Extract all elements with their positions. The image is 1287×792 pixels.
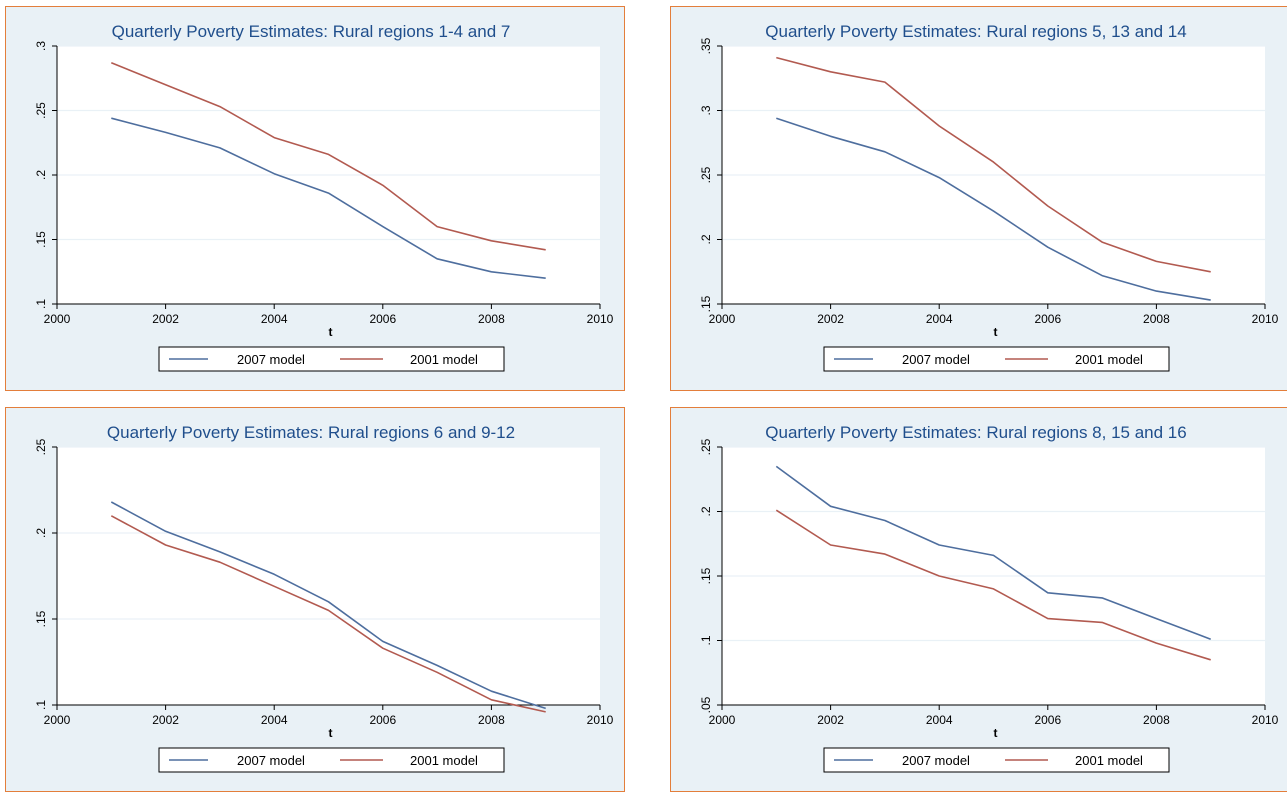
plot-area [57,447,600,705]
x-tick-label: 2000 [709,312,736,326]
x-tick-label: 2010 [1252,312,1279,326]
series-line-2001-model [111,62,546,251]
legend-label: 2007 model [902,753,970,768]
legend: 2007 model 2001 model [158,346,505,372]
x-tick-label: 2002 [817,312,844,326]
line-chart: Quarterly Poverty Estimates: Rural regio… [5,407,625,792]
x-tick-label: 2000 [44,312,71,326]
legend-box [158,747,505,773]
x-tick-label: 2008 [1143,713,1170,727]
legend-label: 2001 model [410,753,478,768]
x-tick-label: 2006 [1034,312,1061,326]
y-tick-label: .15 [34,610,48,627]
x-tick-label: 2010 [587,713,614,727]
y-tick-label: .25 [699,166,713,183]
x-tick-label: 2002 [817,713,844,727]
legend-label: 2001 model [410,352,478,367]
legend-box [823,747,1170,773]
x-tick-label: 2008 [478,312,505,326]
y-tick-label: .3 [34,41,48,51]
x-tick-label: 2006 [1034,713,1061,727]
series-line-2007-model [775,465,1211,640]
line-chart: Quarterly Poverty Estimates: Rural regio… [670,6,1287,391]
legend-label: 2007 model [237,352,305,367]
x-tick-label: 2008 [478,713,505,727]
x-tick-label: 2004 [926,713,953,727]
y-tick-label: .1 [34,700,48,710]
legend: 2007 model 2001 model [823,747,1170,773]
x-tick-label: 2004 [926,312,953,326]
x-axis-label: t [994,325,998,339]
chart-panel-1: Quarterly Poverty Estimates: Rural regio… [5,6,625,391]
y-tick-label: .3 [699,105,713,115]
y-tick-label: .15 [699,295,713,312]
y-tick-label: .25 [34,102,48,119]
x-tick-label: 2008 [1143,312,1170,326]
chart-panel-2: Quarterly Poverty Estimates: Rural regio… [670,6,1287,391]
y-tick-label: .05 [699,696,713,713]
y-tick-label: .15 [699,567,713,584]
legend: 2007 model 2001 model [823,346,1170,372]
series-line-2007-model [111,117,546,279]
x-axis-label: t [329,325,333,339]
series-line-2007-model [110,501,546,710]
y-tick-label: .2 [699,234,713,244]
y-tick-label: .35 [699,37,713,54]
series-line-2001-model [110,515,546,713]
chart-title: Quarterly Poverty Estimates: Rural regio… [765,22,1186,41]
x-tick-label: 2000 [44,713,71,727]
x-tick-label: 2000 [709,713,736,727]
y-tick-label: .1 [34,299,48,309]
chart-panel-4: Quarterly Poverty Estimates: Rural regio… [670,407,1287,792]
series-line-2001-model [775,509,1211,661]
x-tick-label: 2010 [1252,713,1279,727]
x-tick-label: 2006 [369,312,396,326]
legend-label: 2007 model [902,352,970,367]
chart-title: Quarterly Poverty Estimates: Rural regio… [765,423,1186,442]
chart-panel-3: Quarterly Poverty Estimates: Rural regio… [5,407,625,792]
y-tick-label: .1 [699,635,713,645]
line-chart: Quarterly Poverty Estimates: Rural regio… [5,6,625,391]
series-line-2001-model [776,56,1211,273]
legend-label: 2007 model [237,753,305,768]
x-tick-label: 2002 [152,713,179,727]
x-tick-label: 2006 [369,713,396,727]
x-axis-label: t [994,726,998,740]
y-tick-label: .2 [699,506,713,516]
series-line-2007-model [776,117,1211,301]
legend-label: 2001 model [1075,753,1143,768]
legend: 2007 model 2001 model [158,747,505,773]
x-tick-label: 2004 [261,312,288,326]
legend-box [823,346,1170,372]
x-tick-label: 2004 [261,713,288,727]
y-tick-label: .2 [34,528,48,538]
chart-title: Quarterly Poverty Estimates: Rural regio… [107,423,515,442]
x-tick-label: 2010 [587,312,614,326]
y-tick-label: .25 [699,438,713,455]
x-tick-label: 2002 [152,312,179,326]
chart-title: Quarterly Poverty Estimates: Rural regio… [112,22,511,41]
y-tick-label: .15 [34,231,48,248]
line-chart: Quarterly Poverty Estimates: Rural regio… [670,407,1287,792]
y-tick-label: .2 [34,170,48,180]
y-tick-label: .25 [34,438,48,455]
legend-box [158,346,505,372]
legend-label: 2001 model [1075,352,1143,367]
x-axis-label: t [329,726,333,740]
